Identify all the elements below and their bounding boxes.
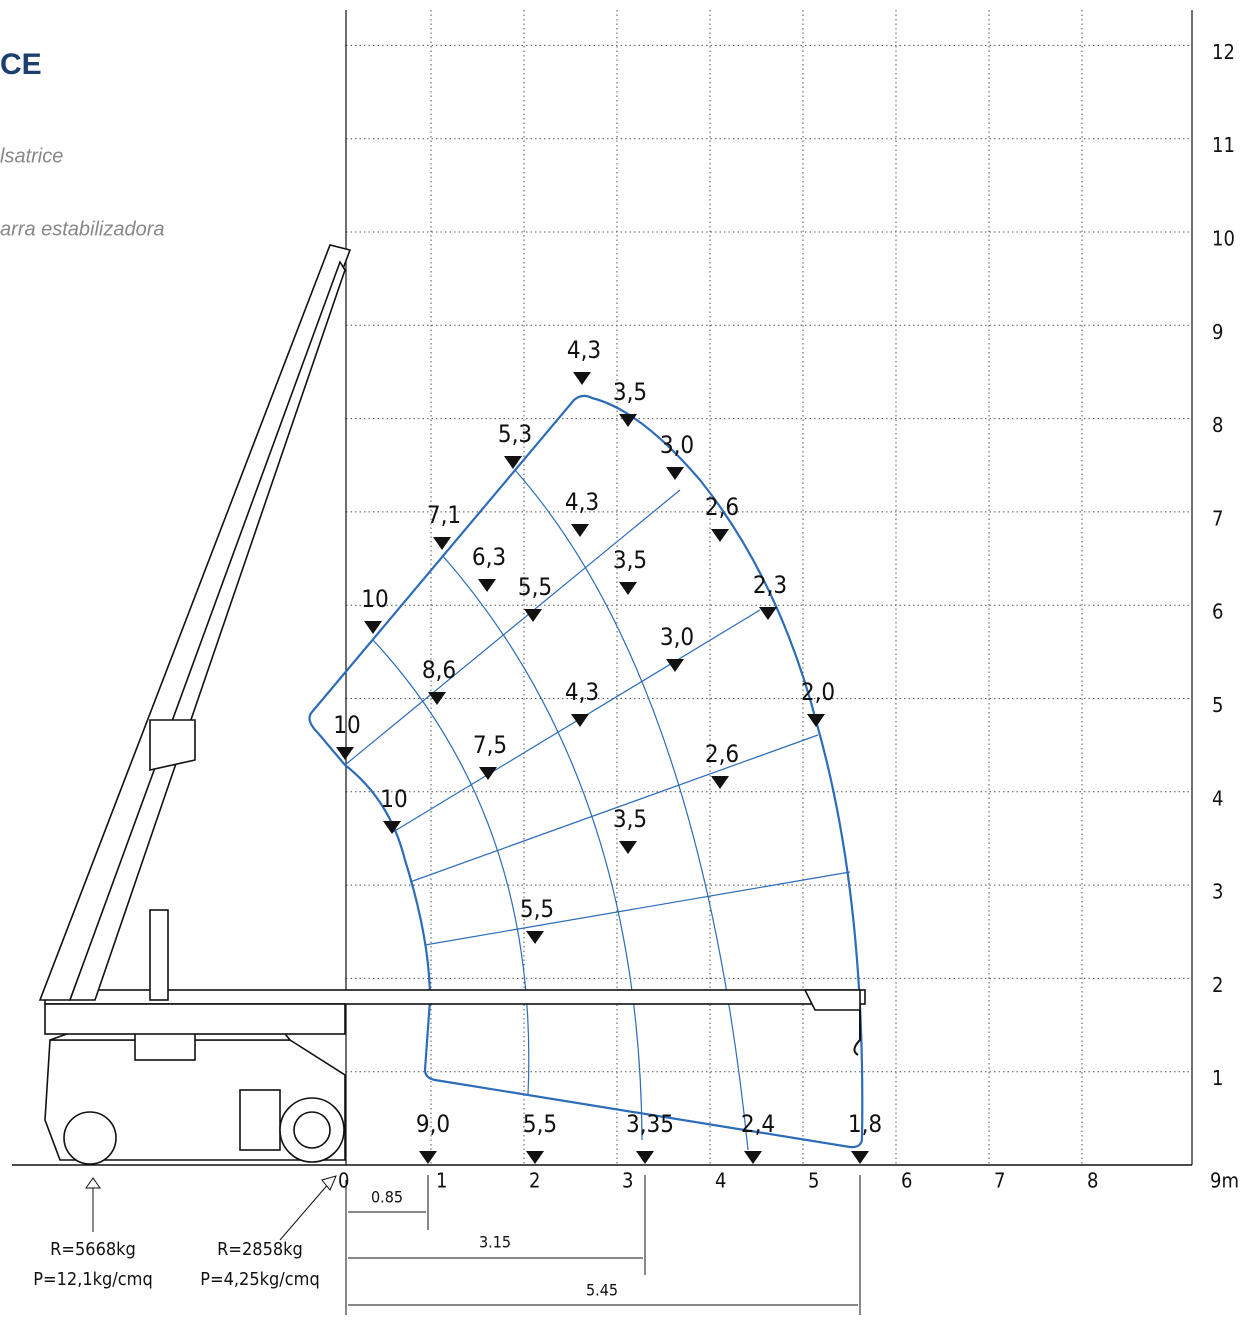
x-tick-label: 4: [715, 1169, 726, 1193]
load-marker: [744, 1151, 762, 1164]
load-label: 3,5: [613, 378, 647, 406]
load-marker: [364, 621, 382, 634]
load-marker: [479, 767, 497, 780]
load-marker: [571, 524, 589, 537]
dimensions: [85, 1175, 861, 1315]
load-marker: [526, 1151, 544, 1164]
load-label: 7,1: [427, 501, 461, 529]
reaction-label: R=5668kg: [50, 1239, 136, 1260]
load-label: 5,5: [520, 895, 554, 923]
y-tick-label: 10: [1212, 227, 1235, 251]
load-label: 7,5: [473, 731, 507, 759]
x-tick-label: 2: [529, 1169, 540, 1193]
x-tick-label: 0: [338, 1169, 349, 1193]
load-label: 8,6: [422, 656, 456, 684]
load-label: 2,6: [705, 493, 739, 521]
load-marker: [336, 747, 354, 760]
load-marker: [383, 821, 401, 834]
load-label: 3,0: [660, 623, 694, 651]
load-marker: [851, 1151, 869, 1164]
grid: [346, 10, 1192, 1165]
load-label: 6,3: [472, 543, 506, 571]
load-label: 2,3: [753, 571, 787, 599]
y-tick-label: 8: [1212, 413, 1223, 437]
x-tick-label: 9m: [1210, 1169, 1239, 1193]
load-marker: [619, 841, 637, 854]
y-tick-label: 1: [1212, 1066, 1223, 1090]
load-marker: [504, 456, 522, 469]
x-tick-label: 6: [901, 1169, 912, 1193]
x-tick-label: 3: [622, 1169, 633, 1193]
load-marker: [666, 467, 684, 480]
load-label: 10: [361, 585, 388, 613]
load-label: 2,0: [801, 678, 835, 706]
pressure-label: P=4,25kg/cmq: [200, 1269, 319, 1290]
load-label: 5,5: [518, 573, 552, 601]
y-tick-label: 7: [1212, 506, 1223, 530]
load-marker: [711, 776, 729, 789]
pressure-label: P=12,1kg/cmq: [33, 1269, 152, 1290]
ground-load-label: 2,4: [741, 1110, 775, 1138]
title: CE: [0, 48, 42, 81]
load-label: 4,3: [567, 336, 601, 364]
dimension-label: 5.45: [586, 1281, 618, 1300]
load-label: 3,0: [660, 431, 694, 459]
load-marker: [419, 1151, 437, 1164]
load-marker: [619, 414, 637, 427]
load-marker: [526, 931, 544, 944]
load-marker: [428, 692, 446, 705]
load-marker: [619, 582, 637, 595]
load-marker: [573, 372, 591, 385]
y-tick-label: 5: [1212, 693, 1223, 717]
y-tick-label: 2: [1212, 973, 1223, 997]
crane: [38, 244, 866, 1165]
dimension-label: 0.85: [371, 1188, 403, 1207]
load-label: 5,3: [498, 420, 532, 448]
ground-load-label: 9,0: [416, 1110, 450, 1138]
load-label: 10: [380, 785, 407, 813]
load-marker: [807, 714, 825, 727]
y-tick-label: 11: [1212, 133, 1235, 157]
y-tick-label: 6: [1212, 600, 1223, 624]
load-label: 2,6: [705, 740, 739, 768]
y-tick-label: 3: [1212, 880, 1223, 904]
ground-load-label: 1,8: [848, 1110, 882, 1138]
load-marker: [524, 609, 542, 622]
load-marker: [433, 537, 451, 550]
ground-load-label: 3,35: [626, 1110, 674, 1138]
subtitle: arra estabilizadora: [0, 218, 165, 240]
x-tick-label: 8: [1087, 1169, 1098, 1193]
ground-load-label: 5,5: [523, 1110, 557, 1138]
y-tick-label: 4: [1212, 786, 1223, 810]
reaction-label: R=2858kg: [217, 1239, 303, 1260]
load-marker: [666, 659, 684, 672]
load-label: 10: [333, 711, 360, 739]
load-envelope: [308, 394, 864, 1149]
load-label: 4,3: [565, 678, 599, 706]
x-tick-label: 5: [808, 1169, 819, 1193]
subtitle: lsatrice: [0, 145, 63, 167]
load-label: 3,5: [613, 805, 647, 833]
load-label: 3,5: [613, 546, 647, 574]
load-marker: [759, 607, 777, 620]
y-tick-label: 9: [1212, 320, 1223, 344]
load-marker: [636, 1151, 654, 1164]
x-tick-label: 7: [994, 1169, 1005, 1193]
load-label: 4,3: [565, 488, 599, 516]
dimension-label: 3.15: [479, 1233, 511, 1252]
load-marker: [571, 714, 589, 727]
y-tick-label: 12: [1212, 40, 1235, 64]
load-marker: [711, 529, 729, 542]
x-tick-label: 1: [436, 1169, 447, 1193]
load-marker: [478, 579, 496, 592]
